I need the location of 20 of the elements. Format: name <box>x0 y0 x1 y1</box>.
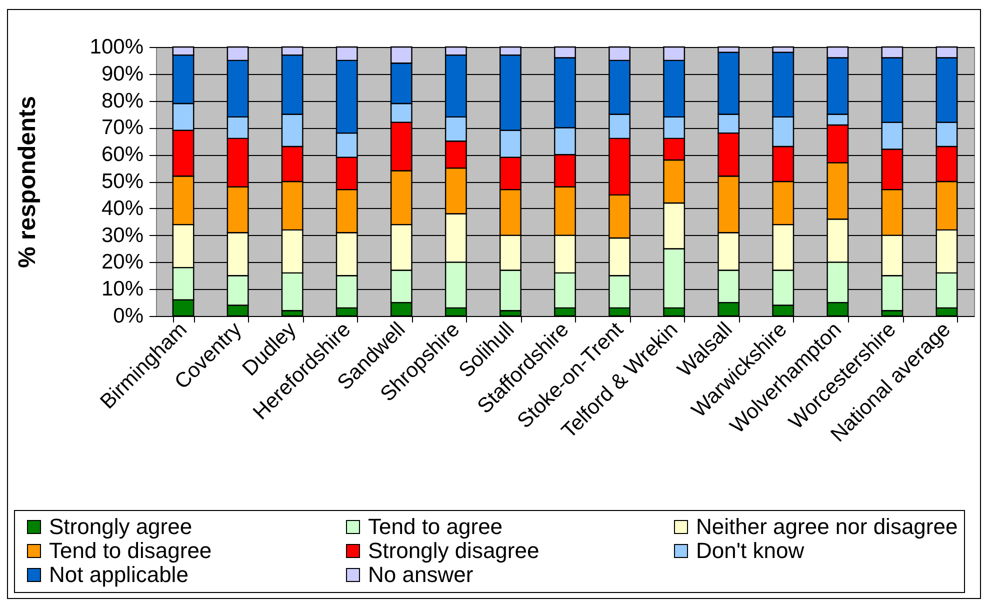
y-tick-label: 60% <box>101 143 144 166</box>
y-tick-label: 100% <box>90 36 144 58</box>
legend-label: No answer <box>368 562 474 587</box>
legend-label: Not applicable <box>49 562 188 587</box>
legend-label: Neither agree nor disagree <box>696 514 958 539</box>
legend-label: Tend to agree <box>368 514 503 539</box>
y-tick-label: 40% <box>101 196 144 220</box>
y-tick-label: 0% <box>113 304 144 328</box>
y-tick-label: 50% <box>101 170 144 193</box>
legend-label: Tend to disagree <box>49 538 212 563</box>
y-tick-label: 70% <box>101 116 144 140</box>
y-tick-label: 80% <box>101 89 144 112</box>
y-tick-label: 20% <box>101 250 144 274</box>
y-axis-title: % respondents <box>14 96 41 268</box>
y-tick-label: 10% <box>101 278 144 301</box>
y-tick-label: 30% <box>101 224 144 247</box>
legend-label: Don't know <box>696 538 804 563</box>
legend-label: Strongly agree <box>49 514 192 539</box>
legend-label: Strongly disagree <box>368 538 540 563</box>
y-tick-label: 90% <box>101 62 144 86</box>
